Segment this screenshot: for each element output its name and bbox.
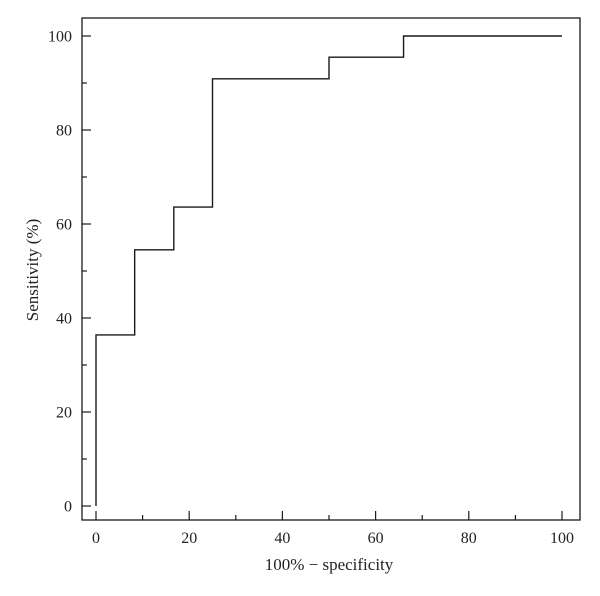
y-axis-tick-labels: 0 20 40 60 80 100 xyxy=(48,29,72,516)
x-tick-label: 40 xyxy=(274,530,290,547)
x-axis-tick-labels: 0 20 40 60 80 100 xyxy=(92,530,574,547)
x-tick-label: 100 xyxy=(550,530,574,547)
y-tick-label: 60 xyxy=(56,217,72,234)
series-layer xyxy=(95,35,562,506)
y-tick-label: 80 xyxy=(56,123,72,140)
x-tick-label: 20 xyxy=(181,530,197,547)
x-tick-label: 0 xyxy=(92,530,100,547)
y-tick-label: 20 xyxy=(56,405,72,422)
y-axis-ticks xyxy=(82,35,91,507)
x-tick-label: 80 xyxy=(461,530,477,547)
x-axis-title: 100% − specificity xyxy=(265,555,394,574)
roc-curve-line xyxy=(95,35,562,506)
x-axis-ticks xyxy=(95,511,563,520)
y-axis-title: Sensitivity (%) xyxy=(23,219,42,321)
y-tick-label: 40 xyxy=(56,311,72,328)
x-tick-label: 60 xyxy=(368,530,384,547)
plot-frame xyxy=(81,17,581,521)
y-tick-label: 100 xyxy=(48,29,72,46)
y-tick-label: 0 xyxy=(64,499,72,516)
